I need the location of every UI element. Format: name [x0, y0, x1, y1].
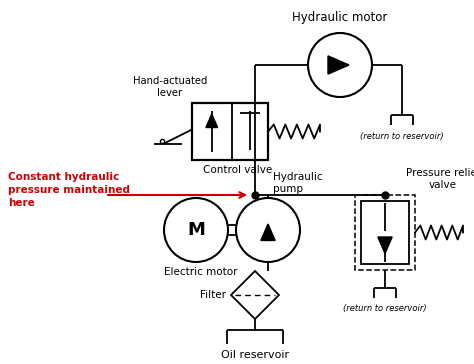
Polygon shape: [206, 114, 218, 127]
Text: Oil reservoir: Oil reservoir: [221, 350, 289, 360]
Text: M: M: [187, 221, 205, 239]
Polygon shape: [378, 237, 392, 253]
Bar: [361, 201, 409, 264]
Text: Control valve: Control valve: [203, 165, 273, 175]
Polygon shape: [328, 56, 349, 74]
Text: Hand-actuated
lever: Hand-actuated lever: [133, 76, 207, 98]
Text: Hydraulic
pump: Hydraulic pump: [273, 173, 323, 194]
Text: (return to reservoir): (return to reservoir): [360, 132, 444, 141]
Bar: [355, 195, 415, 270]
Text: Filter: Filter: [200, 290, 226, 300]
Text: Hydraulic motor: Hydraulic motor: [292, 12, 388, 24]
Text: Pressure relief
valve: Pressure relief valve: [406, 169, 474, 190]
Text: (return to reservoir): (return to reservoir): [343, 304, 427, 313]
Bar: [192, 103, 268, 160]
Text: Electric motor: Electric motor: [164, 267, 238, 277]
Polygon shape: [261, 224, 275, 241]
Text: Constant hydraulic
pressure maintained
here: Constant hydraulic pressure maintained h…: [8, 172, 130, 209]
